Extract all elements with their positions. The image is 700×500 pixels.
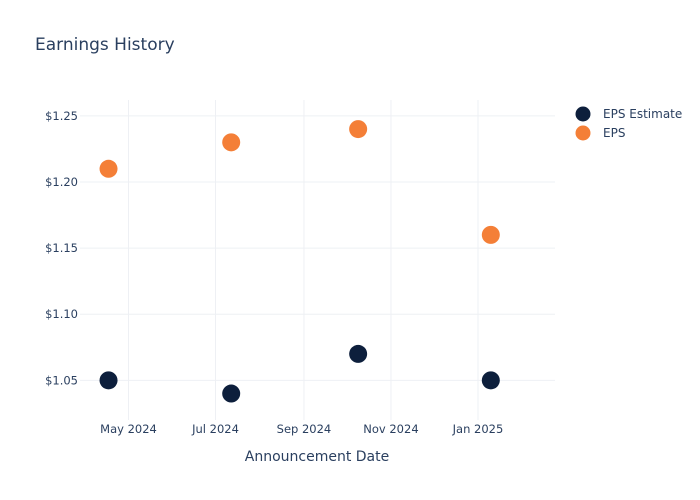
y-tick-label: $1.10 [45,307,78,321]
x-axis-ticks: May 2024 Jul 2024 Sep 2024 Nov 2024 Jan 2025 [100,422,503,436]
legend-label: EPS Estimate [603,107,682,121]
eps-point [349,120,368,139]
eps-estimate-point [222,384,241,403]
y-tick-label: $1.05 [45,373,78,387]
eps-estimate-point [481,371,500,390]
x-tick-label: Jan 2025 [452,422,504,436]
y-axis-ticks: $1.05 $1.10 $1.15 $1.20 $1.25 [45,109,78,387]
eps-point [222,133,241,152]
eps-point [99,159,118,178]
x-tick-label: Jul 2024 [191,422,239,436]
grid-lines [80,100,555,420]
legend: EPS Estimate EPS [575,106,682,141]
legend-marker [575,106,591,122]
x-tick-label: Nov 2024 [363,422,418,436]
eps-estimate-point [99,371,118,390]
chart-title: Earnings History [35,35,175,55]
eps-point [481,225,500,244]
eps-estimate-point [349,344,368,363]
x-axis-title: Announcement Date [245,449,389,465]
y-tick-label: $1.20 [45,175,78,189]
y-tick-label: $1.25 [45,109,78,123]
x-tick-label: Sep 2024 [277,422,332,436]
data-points [99,120,500,403]
y-tick-label: $1.15 [45,241,78,255]
legend-label: EPS [603,126,625,140]
x-tick-label: May 2024 [100,422,157,436]
legend-marker [575,125,591,141]
